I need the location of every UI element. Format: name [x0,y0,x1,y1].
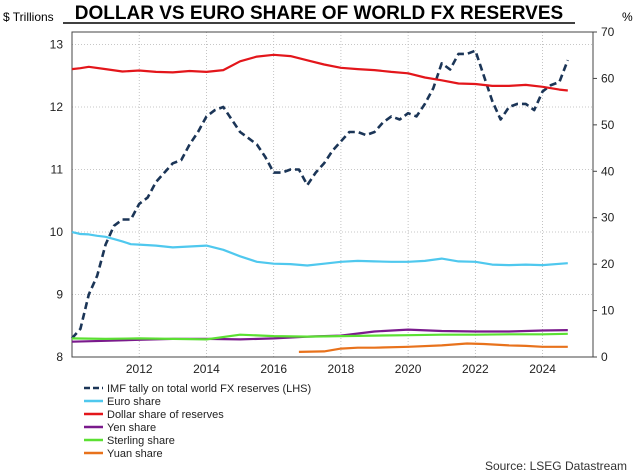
legend-label-2: Dollar share of reserves [107,409,224,421]
y-left-tick-label: 10 [50,225,64,239]
y-left-tick-label: 8 [56,350,63,364]
y-right-tick-label: 70 [601,25,615,39]
y-left-tick-label: 12 [50,100,64,114]
series-line-4 [71,332,568,341]
y-right-tick-label: 40 [601,164,615,178]
x-tick-label: 2024 [529,362,556,376]
x-tick-label: 2012 [126,362,153,376]
source-note: Source: LSEG Datastream [485,459,627,473]
axes: 8 9 10 11 12 13 0 10 20 30 40 50 60 70 2012 2014 2016 201… [50,25,615,376]
plot-area [71,31,594,358]
y-left-tick-label: 11 [51,163,64,177]
y-left-tick-label: 13 [50,38,64,52]
legend-label-1: Euro share [107,396,161,408]
right-axis-unit: % [622,10,633,24]
x-tick-label: 2022 [462,362,489,376]
y-right-tick-label: 0 [601,350,608,364]
y-right-tick-label: 30 [601,211,615,225]
series-line-5 [298,342,568,353]
y-right-tick-label: 60 [601,71,615,85]
legend: IMF tally on total world FX reserves (LH… [84,383,311,460]
y-right-tick-label: 20 [601,257,615,271]
series-lines [71,49,570,353]
gridlines [72,32,593,358]
series-line-1 [71,231,568,267]
legend-label-3: Yen share [107,422,156,434]
x-tick-label: 2018 [328,362,355,376]
y-left-tick-label: 9 [56,288,63,302]
y-right-tick-label: 50 [601,118,615,132]
legend-label-4: Sterling share [107,435,175,447]
x-tick-label: 2020 [395,362,422,376]
x-tick-label: 2016 [260,362,287,376]
legend-label-0: IMF tally on total world FX reserves (LH… [107,383,311,395]
left-axis-unit: $ Trillions [3,10,54,24]
legend-label-5: Yuan share [107,448,163,460]
series-line-0 [71,49,570,340]
series-line-2 [71,53,568,92]
y-right-tick-label: 10 [601,304,615,318]
chart-title: DOLLAR VS EURO SHARE OF WORLD FX RESERVE… [75,3,563,24]
x-tick-label: 2014 [193,362,220,376]
